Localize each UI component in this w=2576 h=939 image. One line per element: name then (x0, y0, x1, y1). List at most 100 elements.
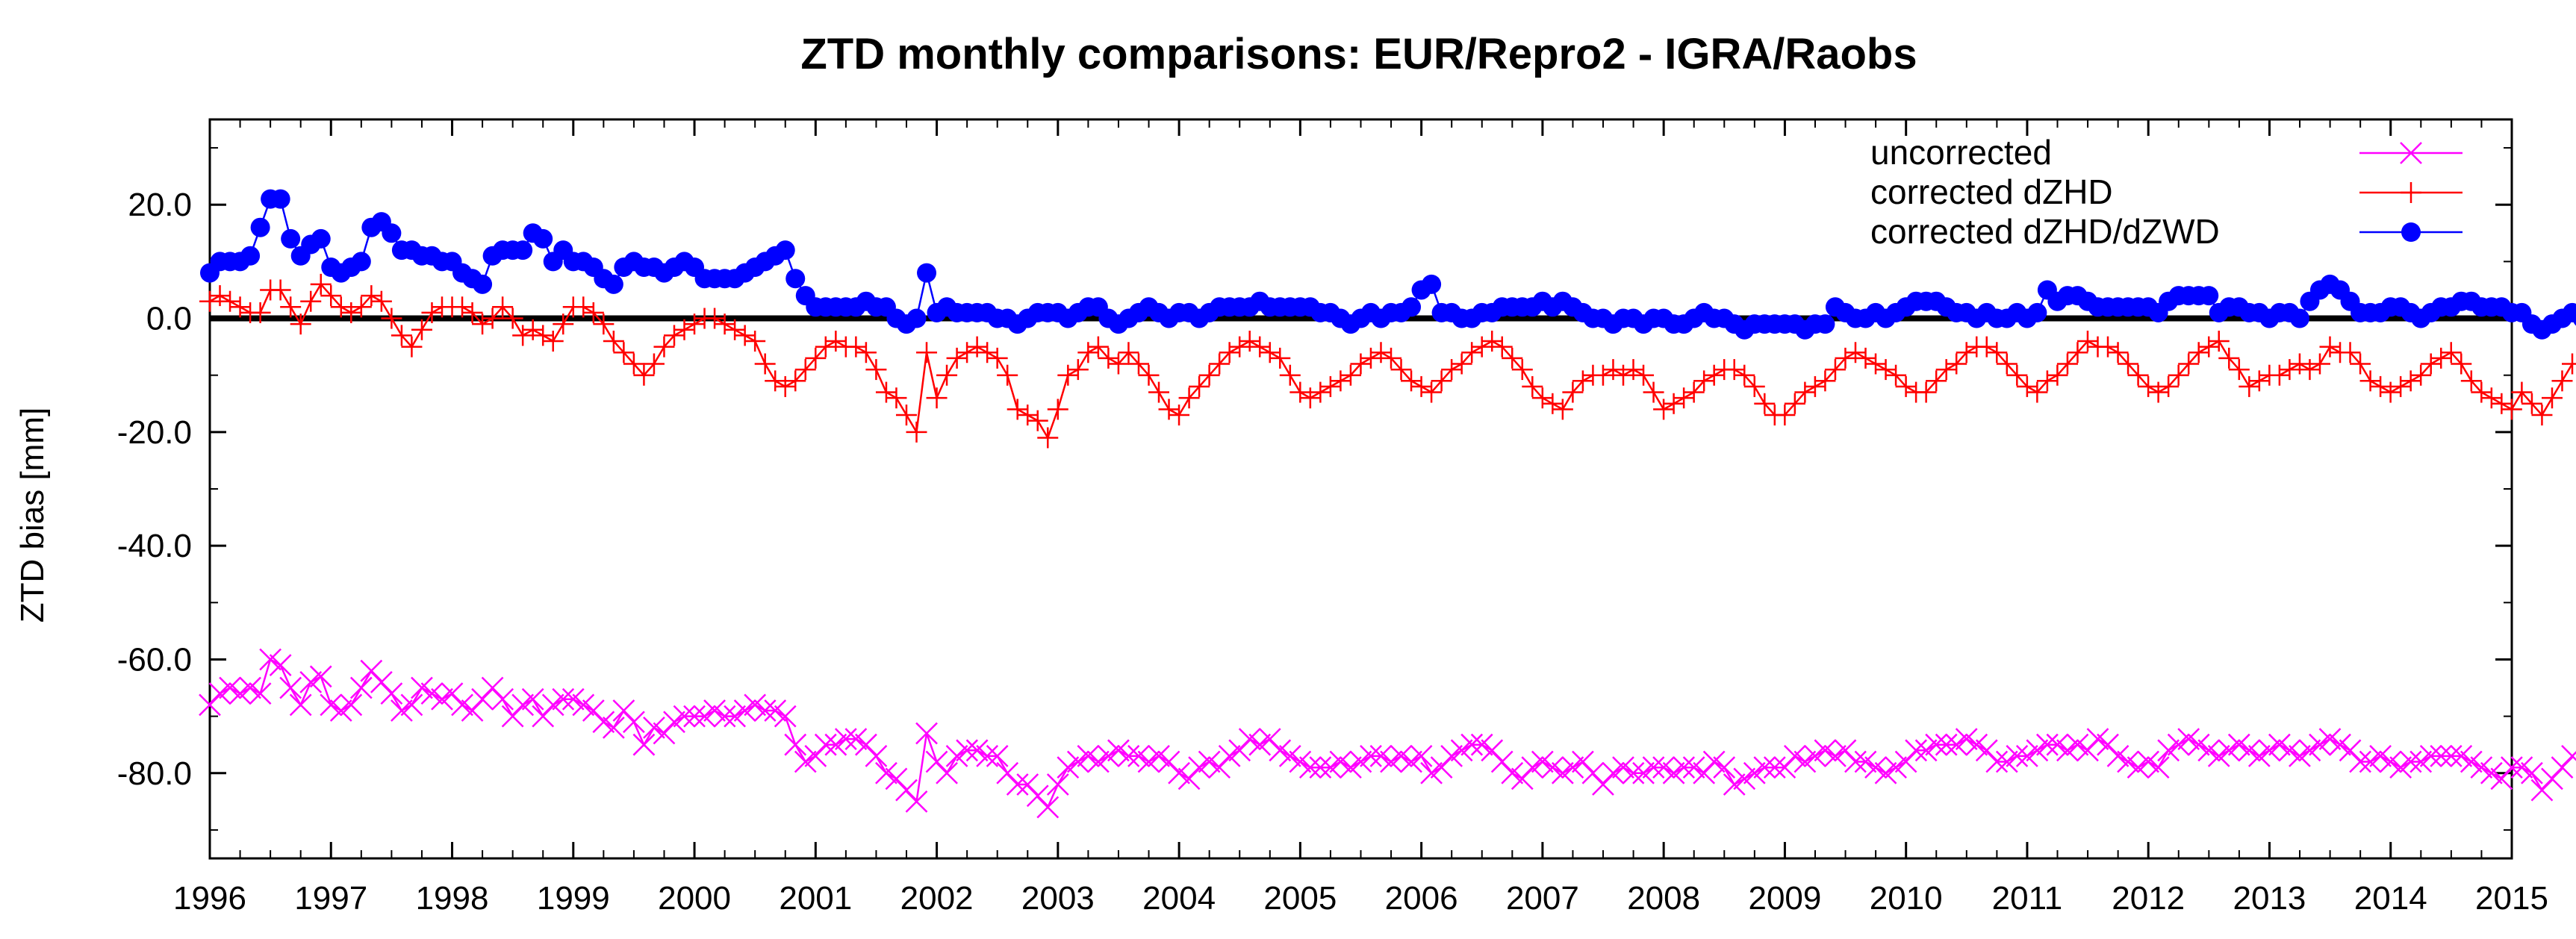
data-point (1622, 761, 1645, 784)
data-point (1340, 756, 1362, 779)
data-point (249, 682, 272, 705)
data-point (521, 687, 544, 711)
data-point (1198, 750, 1221, 773)
series-1 (199, 273, 2576, 449)
data-point (1793, 750, 1817, 773)
x-tick-label: 2003 (1021, 880, 1095, 917)
data-point (917, 263, 937, 283)
x-tick-label: 2005 (1263, 880, 1337, 917)
data-point (965, 739, 989, 762)
data-point (1713, 756, 1736, 779)
data-point (1702, 750, 1726, 773)
legend-marker (2401, 222, 2421, 242)
x-tick-label: 2007 (1506, 880, 1579, 917)
data-point (451, 693, 473, 717)
data-point (289, 693, 312, 717)
data-point (2056, 739, 2079, 762)
data-point (1783, 745, 1806, 767)
data-point (2157, 739, 2180, 762)
data-point (2369, 745, 2392, 767)
data-point (2289, 308, 2309, 328)
data-point (2409, 750, 2433, 773)
data-point (2563, 302, 2576, 322)
x-tick-label: 1996 (173, 880, 246, 917)
data-point (1168, 761, 1190, 784)
y-tick-label: -40.0 (117, 528, 192, 564)
y-tick-label: -80.0 (117, 755, 192, 792)
data-point (1501, 761, 1524, 784)
data-point (1420, 761, 1443, 784)
data-point (612, 699, 635, 722)
data-point (349, 676, 373, 699)
data-point (340, 693, 363, 717)
data-point (473, 274, 493, 294)
data-point (1360, 745, 1382, 767)
data-point (380, 682, 403, 705)
data-point (744, 693, 767, 717)
data-point (1935, 733, 1958, 756)
data-point (2147, 756, 2170, 779)
data-point (1763, 756, 1786, 779)
data-point (1874, 761, 1897, 784)
data-point (1561, 756, 1584, 779)
data-point (1016, 773, 1039, 796)
data-point (713, 705, 736, 728)
data-point (1097, 745, 1120, 767)
data-point (925, 750, 948, 773)
data-point (1319, 756, 1342, 779)
data-point (2298, 739, 2321, 762)
data-point (1733, 767, 1756, 790)
series-2 (200, 189, 2576, 340)
data-point (986, 745, 1009, 767)
data-point (1985, 750, 2009, 773)
data-point (1481, 739, 1504, 762)
data-point (240, 246, 261, 266)
data-point (1885, 756, 1907, 779)
data-point (513, 240, 533, 261)
data-point (533, 228, 553, 249)
data-point (250, 217, 270, 237)
data-point (834, 728, 857, 750)
data-point (683, 705, 706, 728)
data-point (2097, 733, 2119, 756)
data-point (1612, 756, 1634, 779)
y-tick-labels: 20.0 0.0 -20.0 -40.0 -60.0 -80.0 (117, 187, 192, 792)
data-point (400, 693, 423, 717)
x-tick-labels: 1996 1997 1998 1999 2000 2001 2002 2003 2004 2005… (173, 880, 2548, 917)
data-point (2500, 756, 2523, 779)
data-point (511, 693, 535, 717)
data-point (915, 722, 938, 745)
data-point (1258, 728, 1281, 750)
data-point (794, 750, 817, 773)
data-point (1743, 761, 1766, 784)
data-point (1117, 745, 1140, 767)
data-point (382, 223, 402, 243)
data-point (1188, 756, 1210, 779)
data-point (2227, 733, 2250, 756)
data-point (733, 699, 756, 722)
data-point (2278, 739, 2301, 762)
data-point (1349, 750, 1372, 773)
data-point (1814, 739, 1837, 762)
data-point (1218, 745, 1241, 767)
data-point (561, 687, 585, 711)
x-tick-label: 2004 (1142, 880, 1216, 917)
data-point (693, 705, 716, 728)
data-point (844, 728, 868, 750)
data-point (2309, 733, 2331, 756)
data-point (329, 699, 352, 722)
data-point (1026, 784, 1049, 808)
x-tick-label: 2010 (1870, 880, 1943, 917)
x-tick-label: 2011 (1992, 880, 2063, 917)
data-point (2086, 728, 2109, 750)
data-point (2015, 745, 2038, 767)
data-point (2339, 739, 2362, 762)
data-point (764, 699, 787, 722)
data-point (623, 711, 645, 734)
data-point (1077, 745, 1100, 767)
data-point (775, 240, 795, 261)
y-tick-label: 20.0 (128, 187, 192, 223)
legend-marker (2400, 142, 2422, 164)
